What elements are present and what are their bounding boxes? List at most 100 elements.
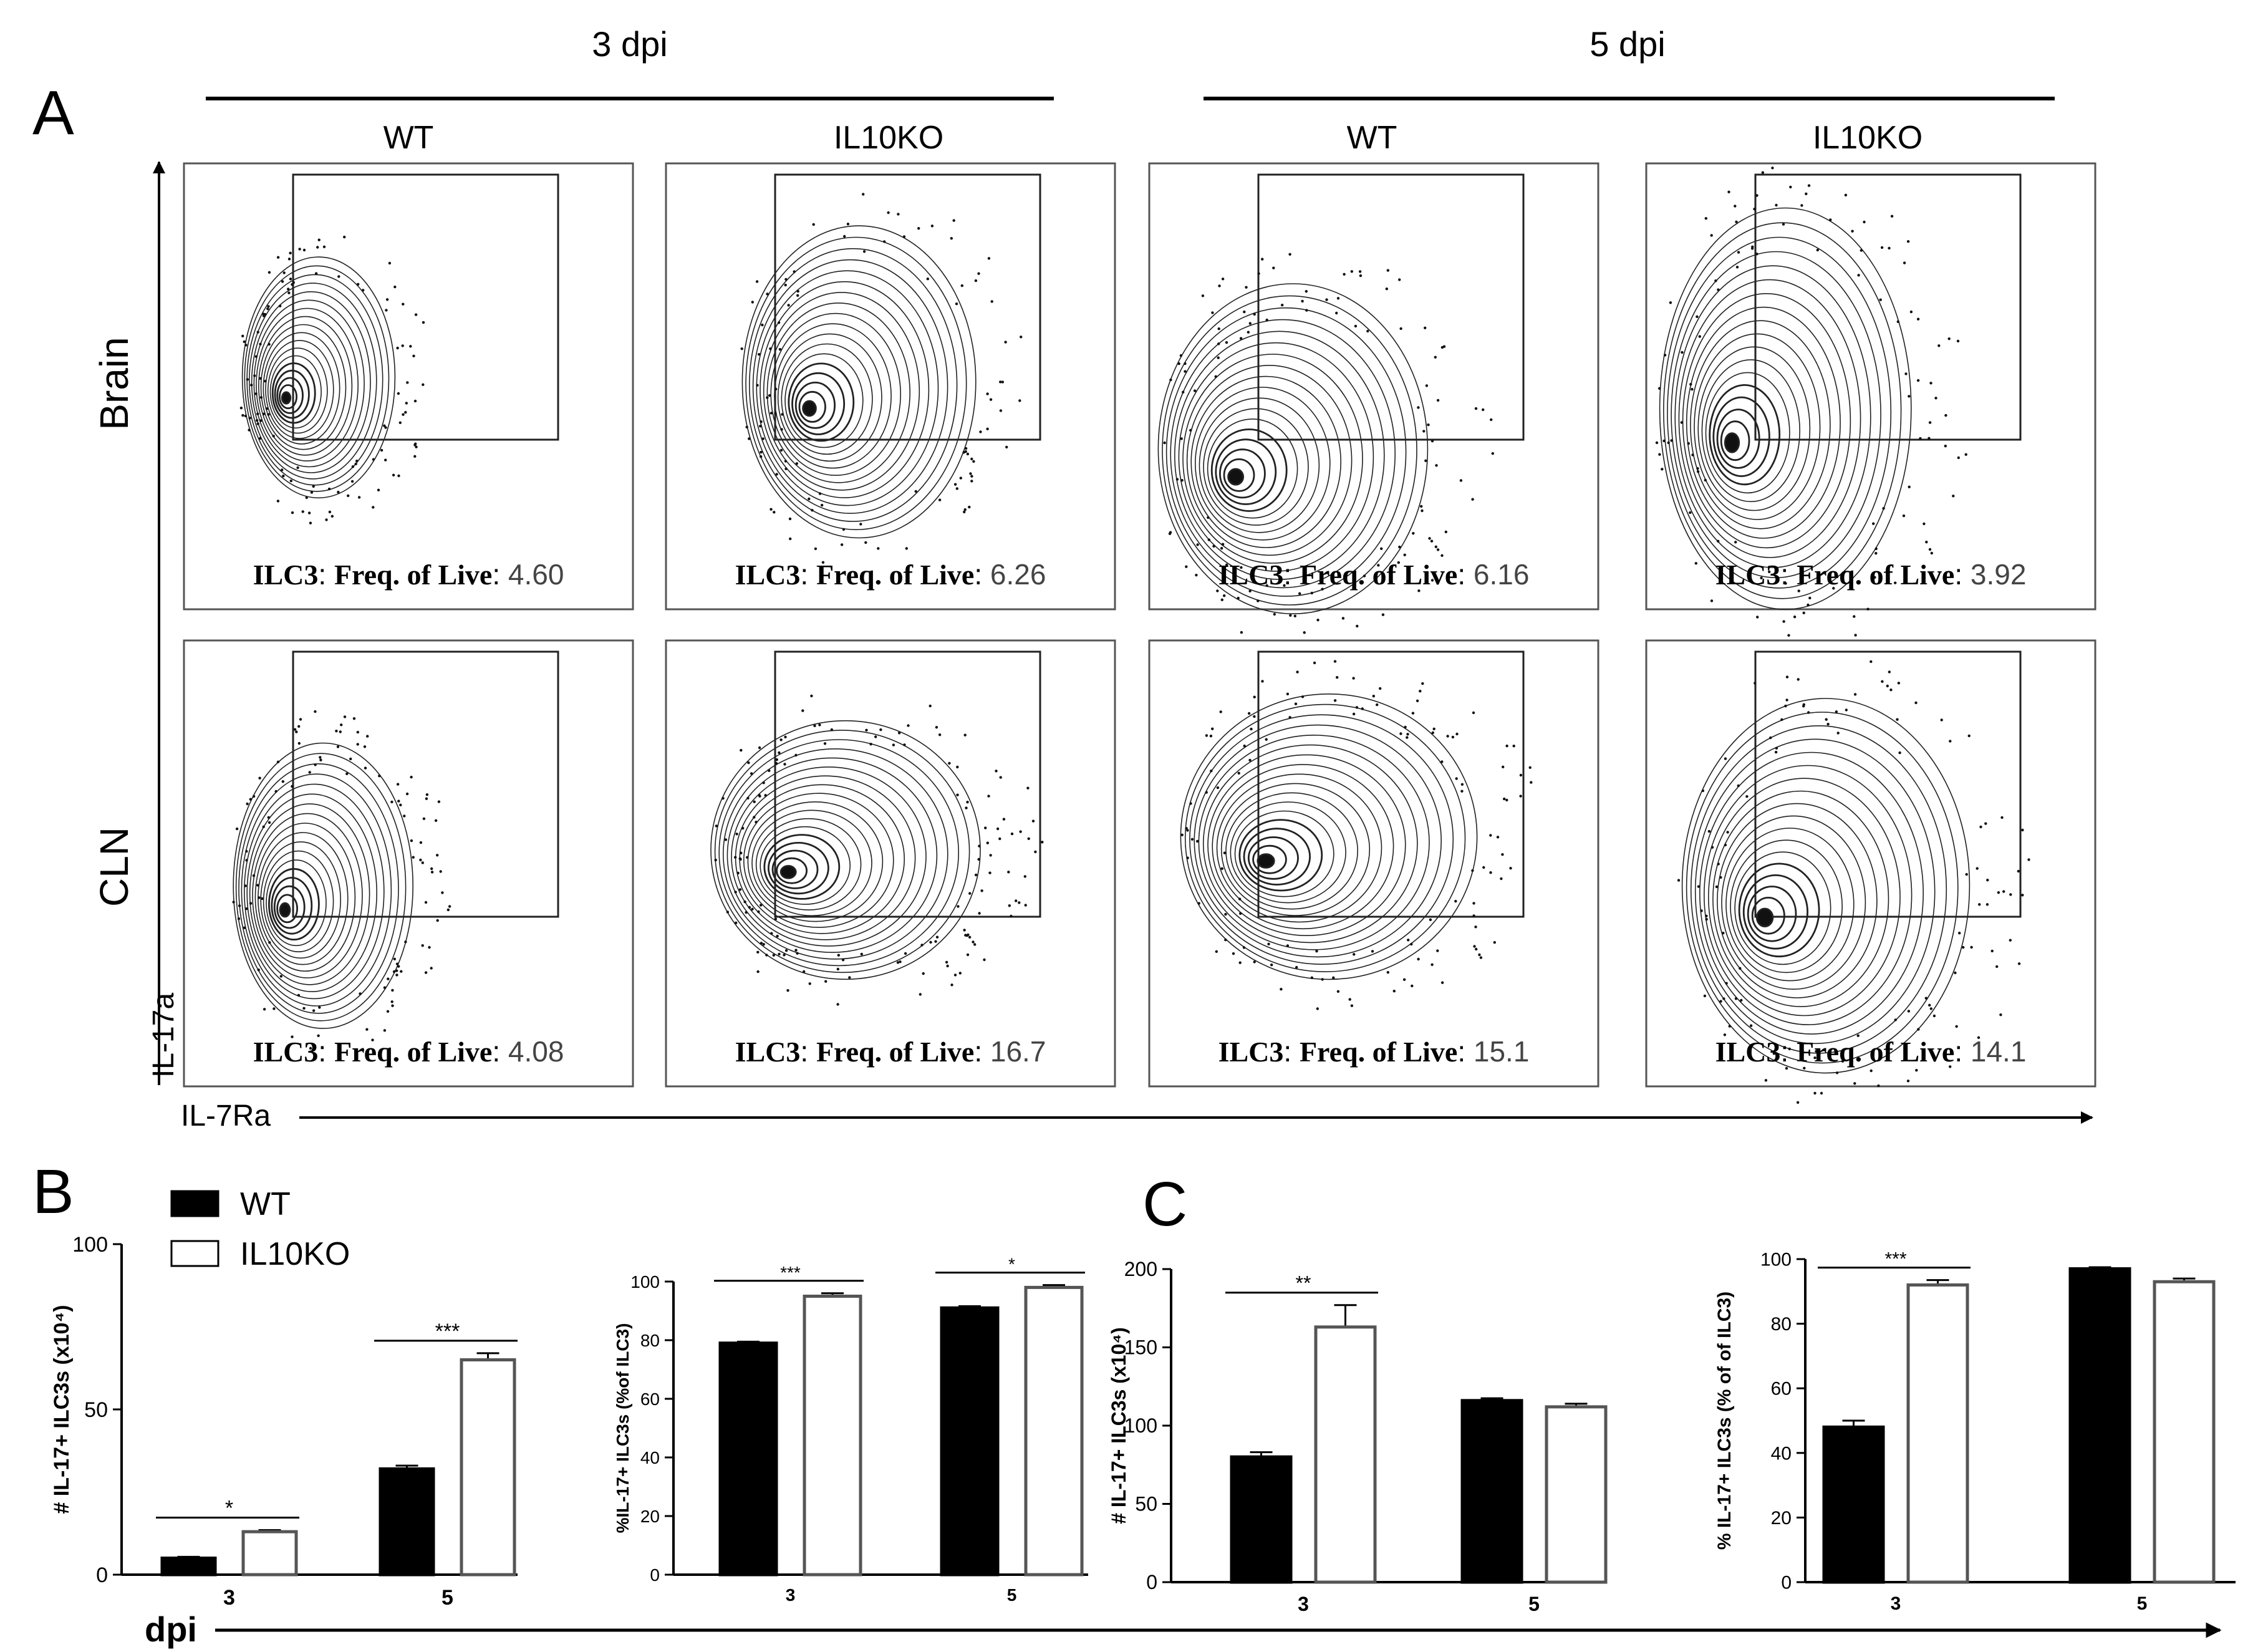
event-dot: [289, 479, 292, 483]
contour-line: [760, 826, 851, 905]
event-dot: [1714, 279, 1717, 283]
scatter-dots: [1163, 253, 1494, 650]
event-dot: [986, 392, 989, 395]
event-dot: [262, 312, 265, 316]
event-dot: [1934, 397, 1937, 400]
event-dot: [293, 728, 297, 731]
event-dot: [1018, 901, 1021, 904]
event-dot: [263, 1008, 266, 1011]
event-dot: [2017, 962, 2021, 965]
event-dot: [425, 793, 429, 796]
event-dot: [245, 859, 248, 862]
legend-ko-swatch: [170, 1240, 220, 1267]
event-dot: [1460, 790, 1464, 793]
event-dot: [761, 323, 764, 327]
event-dot: [1774, 750, 1778, 754]
contour-line: [1678, 279, 1861, 558]
event-dot: [1332, 976, 1335, 980]
event-dot: [859, 523, 862, 526]
event-dot: [1026, 786, 1030, 790]
event-dot: [1750, 247, 1754, 250]
event-dot: [397, 474, 400, 478]
condition-header-2: IL10KO: [834, 120, 943, 156]
event-dot: [232, 901, 235, 904]
event-dot: [1195, 574, 1198, 577]
event-dot: [241, 334, 244, 337]
event-dot: [1224, 938, 1227, 942]
event-dot: [1205, 791, 1208, 794]
event-dot: [1710, 599, 1714, 602]
event-dot: [254, 355, 258, 358]
flow-panel-cln-1: ILC3: Freq. of Live: 4.08: [183, 639, 634, 1088]
event-dot: [1658, 387, 1661, 390]
gate-label-population: ILC3: [735, 1036, 801, 1068]
event-dot: [760, 450, 763, 454]
event-dot: [383, 1029, 387, 1032]
event-dot: [1425, 384, 1429, 387]
event-dot: [794, 753, 798, 757]
contour-plot: [1681, 698, 1971, 1074]
event-dot: [2000, 816, 2004, 819]
event-dot: [1816, 248, 1819, 252]
y-tick-label: 40: [1771, 1443, 1792, 1464]
event-dot: [1845, 708, 1848, 712]
event-dot: [734, 891, 737, 894]
event-dot: [760, 420, 763, 423]
event-dot: [414, 313, 418, 316]
event-dot: [372, 506, 375, 509]
event-dot: [428, 945, 431, 949]
event-dot: [775, 473, 778, 476]
event-dot: [318, 1006, 321, 1009]
event-dot: [1493, 941, 1496, 944]
y-tick-label: 100: [630, 1272, 660, 1292]
event-dot: [1474, 925, 1477, 929]
event-dot: [1424, 459, 1427, 462]
event-dot: [935, 935, 939, 939]
contour-line: [1195, 387, 1331, 541]
event-dot: [1041, 841, 1044, 844]
event-dot: [1392, 990, 1396, 993]
event-dot: [1412, 532, 1415, 535]
event-dot: [768, 394, 771, 397]
contour-line: [726, 757, 938, 954]
event-dot: [1431, 440, 1434, 443]
ilc3-gate: [1257, 173, 1525, 441]
panel-label-b: B: [32, 1157, 74, 1227]
event-dot: [256, 884, 259, 887]
y-tick-label: 20: [1771, 1508, 1792, 1529]
contour-line: [252, 813, 363, 978]
event-dot: [1990, 949, 1994, 953]
event-dot: [1221, 543, 1225, 546]
event-dot: [1489, 871, 1492, 874]
scatter-dots: [232, 710, 451, 1051]
event-dot: [1962, 945, 1965, 949]
event-dot: [419, 858, 422, 862]
event-dot: [1984, 822, 1987, 825]
event-dot: [246, 378, 249, 381]
event-dot: [1336, 297, 1340, 300]
event-dot: [2021, 828, 2024, 832]
event-dot: [1519, 773, 1523, 777]
event-dot: [1874, 552, 1878, 555]
event-dot: [396, 346, 399, 350]
event-dot: [1265, 318, 1268, 322]
event-dot: [735, 921, 738, 925]
contour-line: [241, 773, 392, 1007]
bar-wt-5: [940, 1306, 1000, 1577]
event-dot: [1705, 914, 1708, 918]
event-dot: [770, 412, 773, 415]
event-dot: [1722, 932, 1725, 935]
event-dot: [1832, 587, 1835, 590]
event-dot: [249, 798, 252, 801]
contour-line: [278, 384, 297, 410]
y-axis-title: # IL-17+ ILC3s (x10⁴): [1107, 1327, 1130, 1524]
event-dot: [425, 797, 428, 800]
event-dot: [282, 475, 285, 478]
event-dot: [1185, 827, 1188, 830]
event-dot: [305, 496, 308, 500]
event-dot: [1954, 971, 1957, 975]
event-dot: [1223, 851, 1227, 854]
contour-line: [731, 766, 927, 947]
event-dot: [810, 694, 813, 698]
event-dot: [1944, 413, 1947, 417]
